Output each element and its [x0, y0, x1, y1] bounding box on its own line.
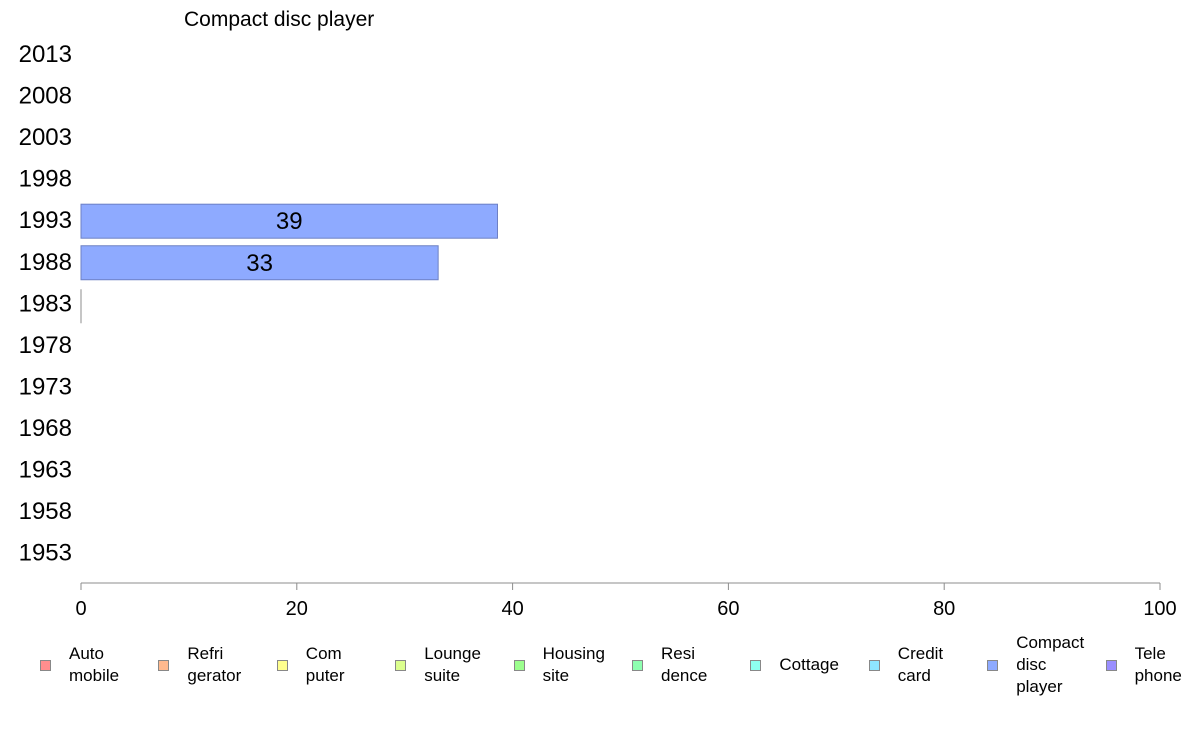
legend-label: Com puter	[305, 644, 345, 685]
legend-item: Tele phone	[1105, 643, 1182, 687]
x-tick-label: 100	[1143, 598, 1176, 620]
legend-label: Refri gerator	[187, 644, 242, 685]
y-tick-label: 1983	[19, 290, 72, 317]
bar	[80, 203, 498, 239]
legend-item: Com puter	[276, 643, 345, 687]
legend-label: Auto mobile	[69, 644, 120, 685]
legend-swatch	[868, 659, 880, 671]
legend-item: Housing site	[513, 643, 605, 687]
x-axis: 0 20 40 60 80 100	[75, 583, 1177, 620]
legend-item: Cottage	[750, 654, 839, 676]
legend-swatch	[158, 659, 170, 671]
y-tick-label: 1978	[19, 332, 72, 359]
legend-swatch	[1105, 659, 1117, 671]
legend-label: Compact disc player	[1016, 633, 1085, 696]
legend-swatch	[513, 659, 525, 671]
legend: Auto mobile Refri gerator Com puter Lounge suit…	[0, 630, 1188, 710]
legend-item: Resi dence	[632, 643, 707, 687]
y-tick-label: 2013	[19, 41, 72, 68]
legend-label: Lounge suite	[424, 644, 481, 685]
legend-swatch	[40, 659, 51, 671]
legend-label: Resi dence	[661, 644, 708, 685]
legend-swatch	[987, 659, 999, 671]
bar	[80, 245, 439, 281]
legend-swatch	[750, 659, 762, 671]
legend-swatch	[395, 659, 407, 671]
y-tick-label: 1968	[19, 415, 72, 442]
legend-swatch	[632, 659, 643, 671]
x-tick-label: 20	[286, 598, 308, 620]
y-axis-labels: 2013 2008 2003 1998 1993 1988 1983 1978 1973 1968…	[19, 41, 72, 567]
y-tick-label: 1993	[19, 207, 72, 234]
x-tick-label: 0	[75, 598, 86, 620]
x-tick-label: 60	[717, 598, 739, 620]
legend-label: Tele phone	[1134, 644, 1182, 685]
legend-label: Cottage	[779, 655, 839, 674]
y-tick-label: 2003	[19, 124, 72, 151]
legend-item: Lounge suite	[395, 643, 481, 687]
y-tick-label: 1953	[19, 540, 72, 567]
x-tick-label: 40	[501, 598, 523, 620]
y-tick-label: 1973	[19, 373, 72, 400]
legend-item: Refri gerator	[158, 643, 241, 687]
y-tick-label: 1988	[19, 249, 72, 276]
y-tick-label: 1963	[19, 457, 72, 484]
chart-title: Compact disc player	[184, 8, 374, 31]
legend-item: Compact disc player	[987, 632, 1084, 698]
y-tick-label: 2008	[19, 83, 72, 110]
legend-label: Credit card	[897, 644, 944, 685]
y-tick-label: 1958	[19, 498, 72, 525]
legend-item: Auto mobile	[40, 643, 119, 687]
bar-data-label: 39	[276, 208, 303, 235]
bar-data-label: 33	[246, 250, 273, 277]
legend-label: Housing site	[542, 644, 605, 685]
y-tick-label: 1998	[19, 166, 72, 193]
x-tick-label: 80	[933, 598, 955, 620]
legend-item: Credit card	[868, 643, 944, 687]
legend-swatch	[276, 659, 288, 671]
